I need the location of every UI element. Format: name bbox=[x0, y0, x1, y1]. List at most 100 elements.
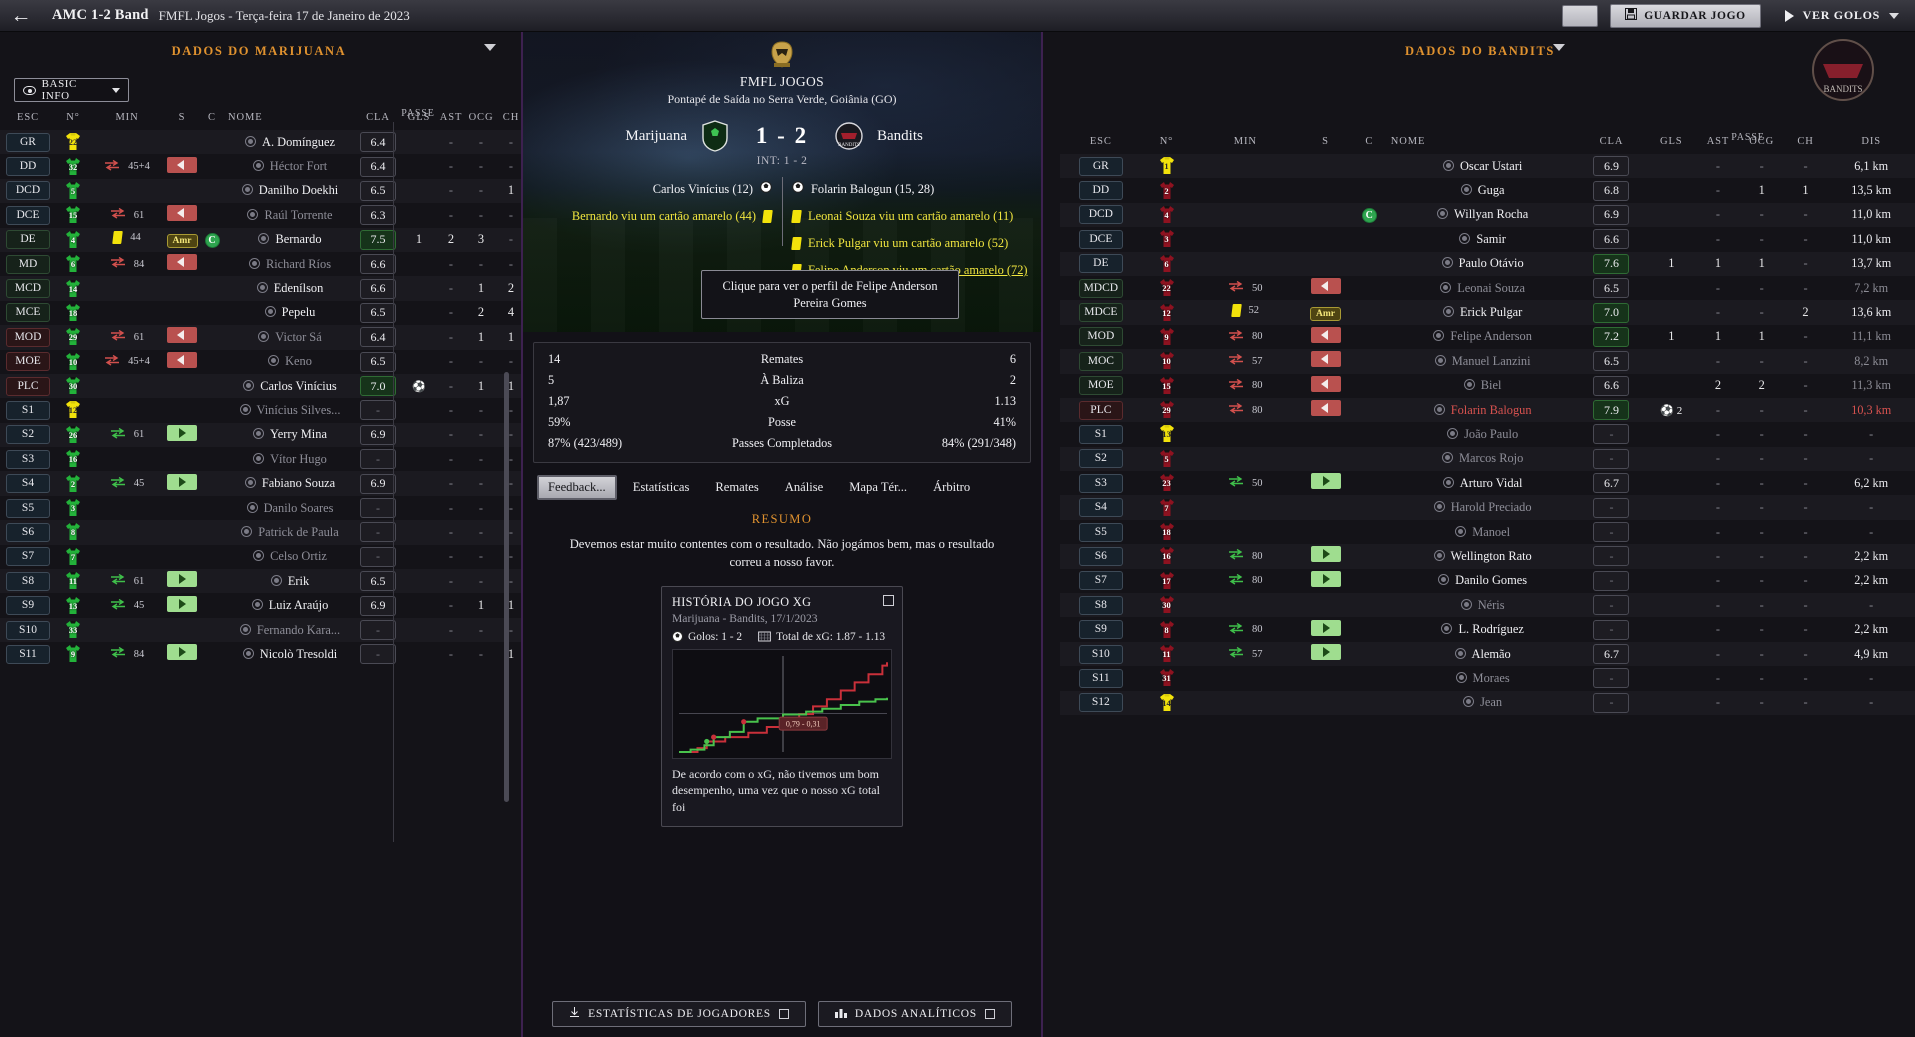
sub-status-cell[interactable] bbox=[164, 154, 200, 179]
sub-status-cell[interactable] bbox=[164, 422, 200, 448]
home-team-name[interactable]: Marijuana bbox=[625, 127, 687, 144]
player-name-cell[interactable]: Erik bbox=[224, 569, 354, 594]
sub-status-cell[interactable] bbox=[1299, 422, 1352, 447]
sub-status-cell[interactable] bbox=[1299, 544, 1352, 569]
player-name-cell[interactable]: Victor Sá bbox=[224, 325, 354, 350]
sub-status-cell[interactable] bbox=[164, 373, 200, 399]
sub-on-icon[interactable] bbox=[1310, 644, 1341, 660]
shirt-cell[interactable]: 26 bbox=[56, 422, 90, 448]
shirt-cell[interactable]: 1 bbox=[1141, 154, 1192, 179]
sub-status-cell[interactable] bbox=[164, 178, 200, 204]
column-header-esc[interactable]: ESC bbox=[1089, 136, 1112, 147]
player-name-cell[interactable]: Vítor Hugo bbox=[224, 447, 354, 472]
sub-status-cell[interactable] bbox=[1299, 154, 1352, 179]
match-event[interactable]: Leonai Souza viu um cartão amarelo (11) bbox=[791, 209, 1031, 224]
sub-status-cell[interactable] bbox=[164, 130, 200, 155]
table-row[interactable]: S6 16 80 Wellington Rato - - - -2,2 km bbox=[1060, 544, 1915, 569]
xg-story-card[interactable]: HISTÓRIA DO JOGO XG Marijuana - Bandits,… bbox=[661, 585, 903, 827]
chevron-down-icon[interactable] bbox=[484, 44, 496, 51]
column-header-nome[interactable]: NOME bbox=[228, 112, 263, 123]
table-row[interactable]: S3 23 50 Arturo Vidal 6.7- - -6,2 km bbox=[1060, 471, 1915, 496]
chevron-down-icon[interactable] bbox=[1553, 44, 1565, 51]
tab-anlise[interactable]: Análise bbox=[784, 480, 824, 494]
sub-status-cell[interactable] bbox=[1299, 593, 1352, 618]
shirt-cell[interactable]: 9 bbox=[56, 642, 90, 667]
column-header-ocg[interactable]: OCG bbox=[468, 112, 494, 123]
shirt-cell[interactable]: 22 bbox=[56, 130, 90, 155]
sub-status-cell[interactable] bbox=[164, 520, 200, 545]
player-name-cell[interactable]: Danilo Soares bbox=[224, 495, 354, 521]
table-row[interactable]: S11 31 Moraes - - - - - bbox=[1060, 666, 1915, 691]
player-name-cell[interactable]: Alemão bbox=[1386, 641, 1577, 667]
sub-status-cell[interactable] bbox=[164, 495, 200, 521]
shirt-cell[interactable]: 11 bbox=[56, 569, 90, 594]
analytics-button[interactable]: DADOS ANALÍTICOS bbox=[817, 1001, 1012, 1027]
column-header-min[interactable]: MIN bbox=[1233, 136, 1257, 147]
column-header-nome[interactable]: NOME bbox=[1390, 136, 1426, 147]
shirt-cell[interactable]: 5 bbox=[1141, 446, 1192, 472]
sub-on-icon[interactable] bbox=[167, 571, 197, 588]
player-name-cell[interactable]: A. Domínguez bbox=[224, 130, 354, 155]
shirt-cell[interactable]: 18 bbox=[1141, 519, 1192, 545]
player-name-cell[interactable]: Pepelu bbox=[224, 300, 354, 326]
table-row[interactable]: DD 2 Guga 6.8-1 1 13,5 km bbox=[1060, 178, 1915, 203]
table-row[interactable]: S8 30 Néris - - - - - bbox=[1060, 593, 1915, 618]
shirt-cell[interactable]: 32 bbox=[56, 154, 90, 179]
sub-status-cell[interactable] bbox=[1299, 251, 1352, 276]
sub-status-cell[interactable] bbox=[164, 593, 200, 618]
sub-status-cell[interactable] bbox=[1299, 568, 1352, 594]
player-name-cell[interactable]: Erick Pulgar bbox=[1386, 300, 1577, 325]
sub-on-icon[interactable] bbox=[1310, 546, 1341, 563]
player-name-cell[interactable]: L. Rodríguez bbox=[1386, 617, 1577, 642]
column-header-ast[interactable]: AST bbox=[439, 112, 463, 123]
chevron-down-icon[interactable] bbox=[1889, 12, 1899, 19]
sub-on-icon[interactable] bbox=[167, 473, 197, 490]
sub-status-cell[interactable] bbox=[164, 398, 200, 423]
sub-off-icon[interactable] bbox=[167, 205, 197, 222]
shirt-cell[interactable]: 12 bbox=[1141, 300, 1192, 325]
shirt-cell[interactable]: 18 bbox=[56, 300, 90, 326]
shirt-cell[interactable]: 29 bbox=[56, 325, 90, 350]
sub-status-cell[interactable] bbox=[1299, 227, 1352, 252]
player-name-cell[interactable]: Danilo Gomes bbox=[1386, 568, 1577, 594]
table-row[interactable]: MDCD 22 50 Leonai Souza 6.5- - -7,2 km bbox=[1060, 275, 1915, 301]
sub-off-icon[interactable] bbox=[167, 254, 197, 271]
tab-feedback[interactable]: Feedback... bbox=[537, 475, 617, 500]
sub-off-icon[interactable] bbox=[1310, 400, 1341, 417]
column-header-c[interactable]: C bbox=[208, 112, 216, 123]
sub-status-cell[interactable] bbox=[164, 642, 200, 667]
player-name-cell[interactable]: Oscar Ustari bbox=[1386, 154, 1577, 179]
player-name-cell[interactable]: Samir bbox=[1386, 227, 1577, 252]
sub-status-cell[interactable] bbox=[1299, 519, 1352, 545]
save-game-button[interactable]: GUARDAR JOGO bbox=[1610, 3, 1761, 28]
home-scrollbar[interactable] bbox=[504, 372, 509, 802]
sub-on-icon[interactable] bbox=[1310, 473, 1341, 490]
sub-status-cell[interactable] bbox=[1299, 446, 1352, 472]
sub-off-icon[interactable] bbox=[167, 351, 197, 368]
sub-status-cell[interactable] bbox=[164, 544, 200, 570]
sub-status-cell[interactable] bbox=[164, 276, 200, 301]
sub-status-cell[interactable] bbox=[164, 471, 200, 496]
table-row[interactable]: S12 14 Jean - - - - - bbox=[1060, 690, 1915, 715]
sub-status-cell[interactable] bbox=[164, 617, 200, 643]
shirt-cell[interactable]: 16 bbox=[56, 447, 90, 472]
player-name-cell[interactable]: Leonai Souza bbox=[1386, 275, 1577, 301]
shirt-cell[interactable]: 3 bbox=[56, 495, 90, 521]
column-header-cla[interactable]: CLA bbox=[1599, 136, 1624, 147]
table-row[interactable]: DCE 3 Samir 6.6- - -11,0 km bbox=[1060, 227, 1915, 252]
player-name-cell[interactable]: Luiz Araújo bbox=[224, 593, 354, 618]
table-row[interactable]: GR 1 Oscar Ustari 6.9- - -6,1 km bbox=[1060, 154, 1915, 179]
column-header-ch[interactable]: CH bbox=[1797, 136, 1814, 147]
column-header-esc[interactable]: ESC bbox=[17, 112, 39, 123]
match-event[interactable]: Erick Pulgar viu um cartão amarelo (52) bbox=[791, 236, 1031, 251]
shirt-cell[interactable]: 29 bbox=[1141, 397, 1192, 423]
